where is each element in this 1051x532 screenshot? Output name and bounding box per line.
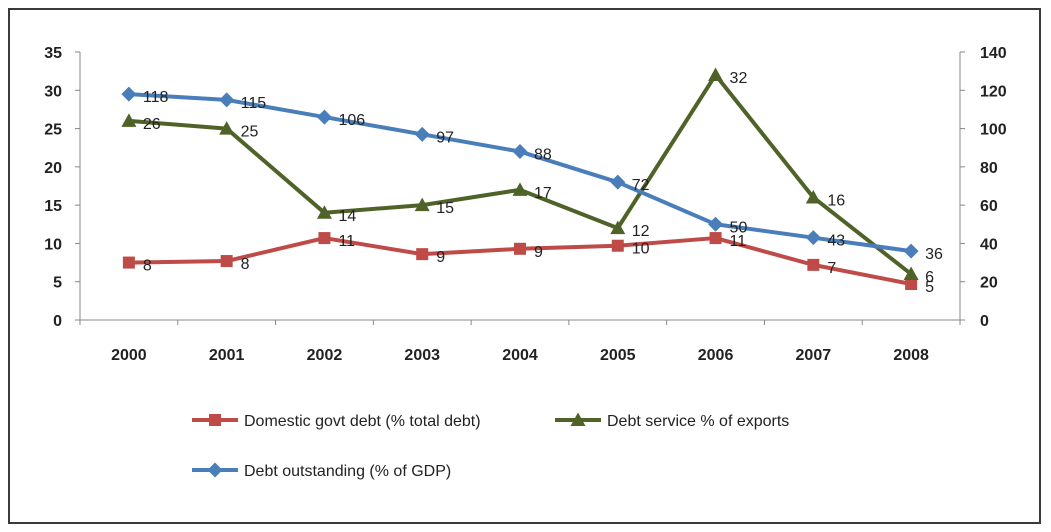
series-1-data-label: 11 [338,233,355,250]
series-1-data-label: 8 [241,256,250,273]
series-2-data-label: 26 [143,116,161,133]
left-tick-label: 10 [44,236,62,253]
legend-marker-2 [570,412,586,426]
series-2-point [316,205,332,219]
x-tick-label: 2005 [600,347,636,364]
series-1-point [122,256,135,269]
series-1-data-label: 7 [827,260,836,277]
series-3-data-label: 88 [534,147,552,164]
series-3-point [708,216,724,232]
series-1-data-label: 5 [925,279,934,296]
series-2-data-label: 16 [827,192,845,209]
series-1-point [416,248,429,261]
series-3-data-label: 36 [925,246,943,263]
series-1-point [514,242,526,255]
legend-marker-1 [209,414,221,426]
series-1-data-label: 8 [143,258,152,275]
series-1-point [905,278,918,291]
series-2-point [805,189,821,204]
chart-frame [8,8,1041,524]
series-2-data-label: 32 [730,70,748,87]
right-tick-label: 80 [980,160,998,177]
series-2-point [414,197,430,212]
series-2-data-label: 25 [241,124,259,141]
x-tick-label: 2003 [404,347,440,364]
right-tick-label: 0 [980,313,989,330]
series-2-point [121,113,137,127]
series-1-point [318,232,331,245]
x-tick-label: 2000 [111,347,147,364]
series-2-data-label: 12 [632,223,650,240]
series-1-point [807,258,820,271]
series-3-data-label: 106 [338,112,365,129]
x-tick-label: 2007 [796,347,832,364]
x-tick-label: 2002 [307,347,343,364]
legend-label-3: Debt outstanding (% of GDP) [244,463,451,480]
series-3-point [219,92,235,108]
x-tick-label: 2004 [502,347,538,364]
series-3-data-label: 72 [632,177,650,194]
left-tick-label: 25 [44,122,62,139]
series-3-data-label: 50 [730,219,748,236]
right-tick-label: 20 [980,275,998,292]
series-3-point [316,109,332,125]
series-2-data-label: 17 [534,185,552,202]
left-tick-label: 0 [53,313,62,330]
series-1-point [611,239,624,252]
series-2-point [903,266,919,281]
series-3-point [414,126,430,142]
series-2-point [512,182,528,196]
legend-label-1: Domestic govt debt (% total debt) [244,413,481,430]
series-2-point [219,121,235,135]
series-3-point [512,144,528,160]
series-3-data-label: 97 [436,129,454,146]
series-3-data-label: 118 [143,89,169,106]
series-1-point [220,255,233,268]
series-2-data-label: 6 [925,269,934,286]
series-3-point [903,243,919,259]
right-tick-label: 140 [980,45,1007,62]
series-3-point [121,86,137,102]
series-3-data-label: 115 [241,95,267,112]
right-tick-label: 100 [980,122,1007,139]
series-3-point [610,174,626,190]
x-tick-label: 2001 [209,347,245,364]
right-tick-label: 120 [980,83,1007,100]
series-1-data-label: 10 [632,241,650,258]
legend-marker-3 [207,462,223,478]
series-2-point [708,67,724,81]
series-2-data-label: 15 [436,200,454,217]
legend-label-2: Debt service % of exports [607,413,789,430]
series-1-data-label: 11 [730,233,747,250]
x-tick-label: 2008 [893,347,929,364]
right-tick-label: 40 [980,236,998,253]
x-tick-label: 2006 [698,347,734,364]
series-1-data-label: 9 [436,249,445,266]
left-tick-label: 35 [44,45,62,62]
left-tick-label: 20 [44,160,62,177]
series-1-data-label: 9 [534,244,543,261]
left-tick-label: 5 [53,275,62,292]
series-3-point [805,230,821,246]
series-1-point [709,232,722,245]
series-3-data-label: 43 [827,233,845,250]
series-2-point [610,220,626,235]
right-tick-label: 60 [980,198,998,215]
left-tick-label: 15 [44,198,62,215]
series-2-data-label: 14 [338,208,356,225]
left-tick-label: 30 [44,83,62,100]
